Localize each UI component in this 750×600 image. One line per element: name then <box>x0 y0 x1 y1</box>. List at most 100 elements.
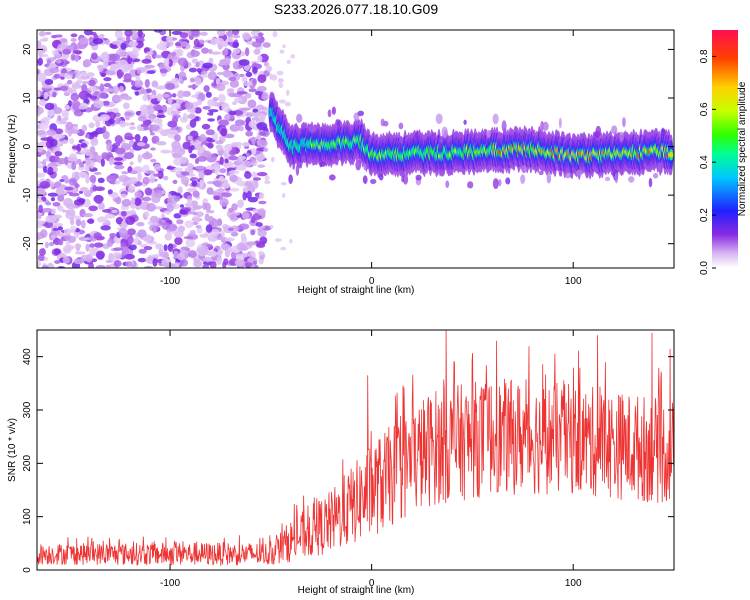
heatmap-cell <box>251 66 258 74</box>
heatmap-cell <box>166 203 174 213</box>
heatmap-cell <box>201 140 208 145</box>
heatmap-cell <box>54 128 64 135</box>
heatmap-cell <box>163 175 169 181</box>
heatmap-cell <box>37 212 43 216</box>
heatmap-cell <box>106 238 114 248</box>
heatmap-cell <box>604 176 611 182</box>
heatmap-cell <box>218 119 230 127</box>
heatmap-cell <box>223 149 228 158</box>
heatmap-cell <box>264 108 269 115</box>
heatmap-cell <box>220 230 225 238</box>
heatmap-cell <box>256 242 266 248</box>
heatmap-cell <box>239 155 247 161</box>
heatmap-cell <box>68 192 80 197</box>
heatmap-cell <box>79 37 89 45</box>
heatmap-cell <box>207 118 215 122</box>
heatmap-cell <box>44 78 54 85</box>
heatmap-cell <box>137 257 147 263</box>
heatmap-cell <box>103 82 112 88</box>
heatmap-cell <box>73 109 84 117</box>
y-tick-label: 10 <box>22 92 33 104</box>
heatmap-cell <box>216 30 226 37</box>
heatmap-cell <box>170 129 179 134</box>
heatmap-cell <box>222 261 227 268</box>
heatmap-cell <box>242 142 251 147</box>
heatmap-cell <box>261 91 269 100</box>
heatmap-cell <box>251 171 258 179</box>
heatmap-cell <box>215 140 224 145</box>
heatmap-cell <box>146 202 157 212</box>
heatmap-cell <box>258 131 267 136</box>
heatmap-cell <box>279 49 285 54</box>
heatmap-cell <box>89 243 95 248</box>
heatmap-cell <box>165 82 176 91</box>
heatmap-cell <box>195 225 202 229</box>
heatmap-cell <box>209 218 220 228</box>
heatmap-cell <box>56 134 66 139</box>
heatmap-cell <box>196 98 203 106</box>
heatmap-cell <box>203 85 210 93</box>
heatmap-cell <box>111 40 121 45</box>
heatmap-cell <box>355 159 362 171</box>
heatmap-cell <box>207 234 218 242</box>
heatmap-cell <box>244 47 250 57</box>
heatmap-cell <box>173 134 181 142</box>
heatmap-cell <box>43 116 52 120</box>
heatmap-cell <box>228 92 237 98</box>
heatmap-cell <box>67 157 78 162</box>
heatmap-cell <box>85 243 90 252</box>
heatmap-cell <box>180 176 190 185</box>
heatmap-cell <box>232 30 240 36</box>
snr-y-ticks: 0 100 200 300 400 <box>22 348 674 573</box>
heatmap-cell <box>205 142 212 147</box>
heatmap-cell <box>238 59 250 66</box>
heatmap-cell <box>166 55 178 60</box>
heatmap-cell <box>80 149 87 155</box>
heatmap-cell <box>37 69 40 75</box>
heatmap-cell <box>463 119 467 125</box>
heatmap-cell <box>546 172 552 184</box>
heatmap-cell <box>163 58 170 67</box>
heatmap-cell <box>64 104 70 110</box>
heatmap-cell <box>668 151 674 158</box>
heatmap-cell <box>244 171 252 179</box>
heatmap-cell <box>415 131 419 139</box>
heatmap-cell <box>115 216 124 225</box>
heatmap-cell <box>92 151 99 157</box>
heatmap-cell <box>98 202 105 210</box>
heatmap-cell <box>51 230 61 235</box>
heatmap-cell <box>58 239 64 246</box>
heatmap-cell <box>271 74 278 81</box>
heatmap-cell <box>200 74 209 78</box>
heatmap-cell <box>236 242 247 251</box>
heatmap-cell <box>241 252 251 256</box>
snr-series-line <box>37 330 674 566</box>
heatmap-cell <box>52 202 61 207</box>
heatmap-cell <box>198 170 205 179</box>
heatmap-cell <box>467 181 474 189</box>
heatmap-cell <box>206 187 214 195</box>
heatmap-cell <box>264 175 270 181</box>
heatmap-cell <box>150 147 156 151</box>
heatmap-cell <box>238 223 250 230</box>
heatmap-cell <box>120 193 127 199</box>
heatmap-cell <box>191 101 199 108</box>
heatmap-cell <box>327 109 332 118</box>
y-tick-label: -10 <box>22 187 33 202</box>
heatmap-cell <box>180 246 189 251</box>
heatmap-cell <box>141 58 152 64</box>
heatmap-cell <box>219 156 224 165</box>
heatmap-cell <box>357 110 365 117</box>
heatmap-cell <box>38 204 44 214</box>
heatmap-cell <box>142 94 148 102</box>
x-tick-label: 100 <box>565 276 582 287</box>
heatmap-cell <box>248 88 257 93</box>
heatmap-cell <box>151 135 160 144</box>
heatmap-cell <box>595 125 602 137</box>
heatmap-cell <box>161 217 170 221</box>
heatmap-cell <box>225 37 234 43</box>
heatmap-cell <box>103 59 109 69</box>
heatmap-frame <box>36 29 675 269</box>
heatmap-cell <box>422 134 428 140</box>
heatmap-cell <box>220 128 228 137</box>
